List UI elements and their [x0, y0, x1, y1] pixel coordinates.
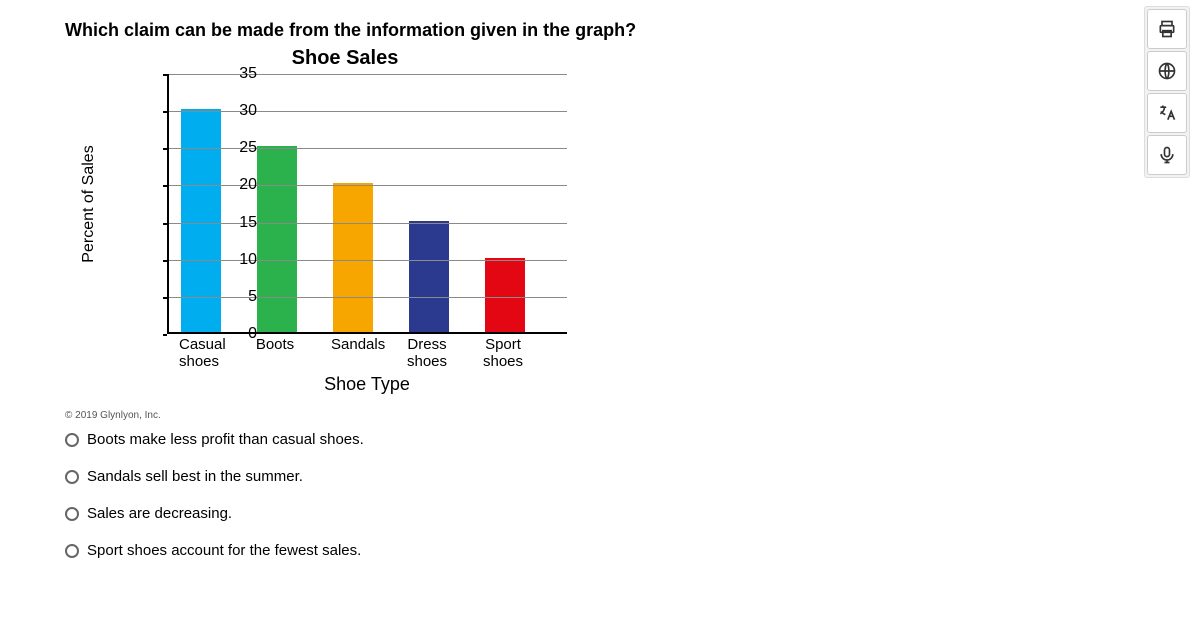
x-tick-label: Boots: [255, 336, 295, 371]
y-tick-mark: [163, 111, 167, 113]
answer-option[interactable]: Boots make less profit than casual shoes…: [65, 431, 1100, 448]
y-tick-mark: [163, 148, 167, 150]
print-button[interactable]: [1147, 9, 1187, 49]
y-tick-label: 30: [227, 102, 257, 120]
radio-icon[interactable]: [65, 470, 79, 484]
option-text: Sandals sell best in the summer.: [87, 468, 303, 485]
y-tick-label: 20: [227, 176, 257, 194]
y-tick-mark: [163, 297, 167, 299]
answer-option[interactable]: Sales are decreasing.: [65, 505, 1100, 522]
bar: [333, 183, 373, 332]
y-tick-mark: [163, 223, 167, 225]
bar: [181, 109, 221, 332]
radio-icon[interactable]: [65, 507, 79, 521]
bar: [409, 221, 449, 332]
y-axis-label: Percent of Sales: [80, 145, 98, 262]
globe-icon: [1157, 61, 1177, 81]
x-tick-label: Casualshoes: [179, 336, 219, 371]
answer-option[interactable]: Sport shoes account for the fewest sales…: [65, 542, 1100, 559]
x-axis-label: Shoe Type: [167, 374, 567, 395]
y-tick-mark: [163, 260, 167, 262]
question-text: Which claim can be made from the informa…: [65, 20, 1100, 41]
y-tick-mark: [163, 185, 167, 187]
x-tick-label: Dressshoes: [407, 336, 447, 371]
y-tick-label: 10: [227, 251, 257, 269]
print-icon: [1157, 19, 1177, 39]
y-tick-mark: [163, 334, 167, 336]
translate-button[interactable]: [1147, 93, 1187, 133]
answer-option[interactable]: Sandals sell best in the summer.: [65, 468, 1100, 485]
y-tick-label: 35: [227, 65, 257, 83]
y-tick-label: 15: [227, 214, 257, 232]
translate-icon: [1157, 103, 1177, 123]
y-tick-label: 5: [227, 288, 257, 306]
y-tick-label: 0: [227, 325, 257, 343]
bar: [257, 146, 297, 332]
radio-icon[interactable]: [65, 433, 79, 447]
copyright-text: © 2019 Glynlyon, Inc.: [65, 410, 1100, 421]
option-text: Boots make less profit than casual shoes…: [87, 431, 364, 448]
radio-icon[interactable]: [65, 544, 79, 558]
option-text: Sales are decreasing.: [87, 505, 232, 522]
chart-container: Shoe Sales Percent of Sales CasualshoesB…: [85, 47, 605, 334]
microphone-button[interactable]: [1147, 135, 1187, 175]
chart-title: Shoe Sales: [145, 47, 545, 70]
y-tick-mark: [163, 74, 167, 76]
bar: [485, 258, 525, 332]
side-toolbar: [1144, 6, 1190, 178]
x-tick-label: Sportshoes: [483, 336, 523, 371]
option-text: Sport shoes account for the fewest sales…: [87, 542, 361, 559]
answer-options: Boots make less profit than casual shoes…: [65, 431, 1100, 559]
x-tick-label: Sandals: [331, 336, 371, 371]
y-tick-label: 25: [227, 139, 257, 157]
globe-button[interactable]: [1147, 51, 1187, 91]
microphone-icon: [1157, 145, 1177, 165]
